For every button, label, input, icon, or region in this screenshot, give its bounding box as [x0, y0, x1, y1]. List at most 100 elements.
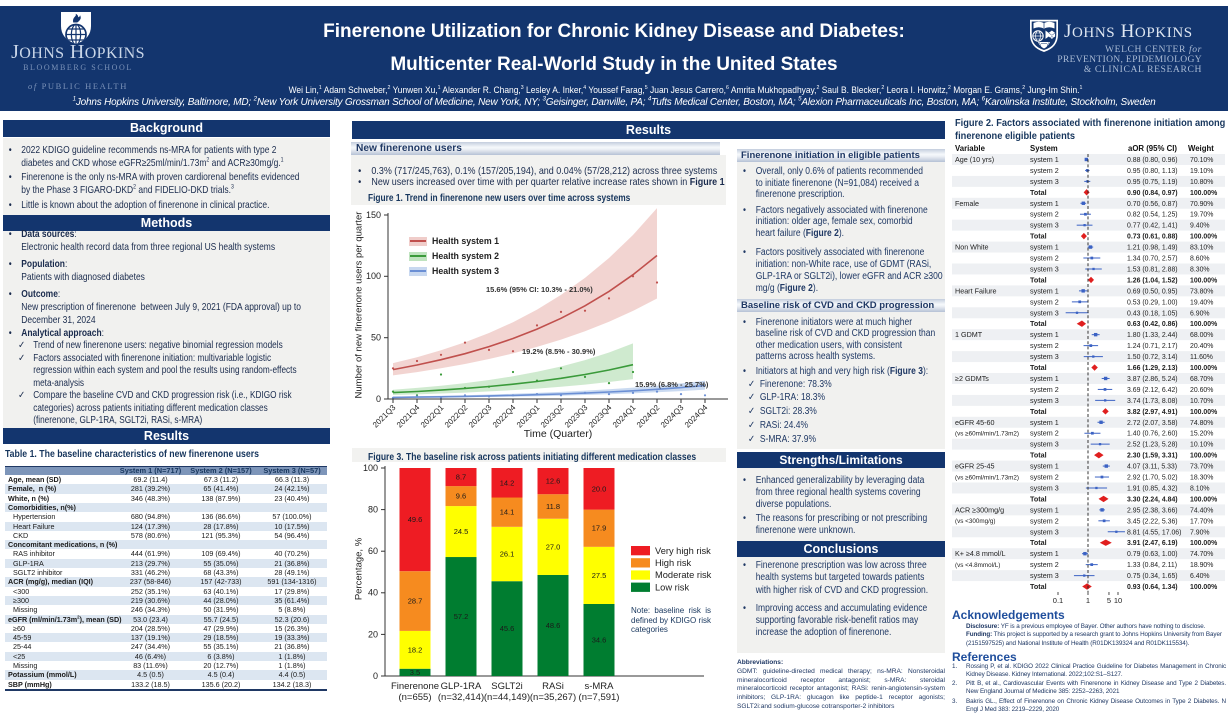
svg-text:Female: Female [955, 199, 979, 208]
svg-text:Non White: Non White [955, 243, 989, 252]
svg-text:(n=32,414): (n=32,414) [438, 692, 484, 703]
svg-text:system 1: system 1 [1030, 374, 1059, 383]
svg-text:2023Q4: 2023Q4 [587, 403, 614, 430]
svg-text:18.2: 18.2 [408, 645, 423, 654]
svg-text:50: 50 [371, 333, 381, 343]
svg-text:SGLT2i: SGLT2i [491, 681, 523, 692]
svg-text:system 2: system 2 [1030, 516, 1059, 525]
svg-text:19.70%: 19.70% [1190, 212, 1213, 219]
svg-text:1.24 (0.71, 2.17): 1.24 (0.71, 2.17) [1127, 343, 1178, 350]
svg-text:Total: Total [1030, 232, 1047, 241]
svg-text:2024Q3: 2024Q3 [659, 403, 686, 430]
svg-text:system 2: system 2 [1030, 385, 1059, 394]
svg-text:74.40%: 74.40% [1190, 507, 1213, 514]
svg-text:1.40 (0.76, 2.60): 1.40 (0.76, 2.60) [1127, 431, 1178, 438]
svg-text:9.6: 9.6 [456, 492, 466, 501]
svg-text:100: 100 [363, 463, 378, 473]
svg-text:Time (Quarter): Time (Quarter) [524, 428, 592, 440]
svg-text:system 2: system 2 [1030, 473, 1059, 482]
svg-text:2024Q1: 2024Q1 [611, 403, 638, 430]
svg-text:0: 0 [373, 671, 378, 681]
svg-text:5: 5 [1107, 596, 1111, 605]
svg-text:100.00%: 100.00% [1190, 190, 1217, 197]
svg-text:system 3: system 3 [1030, 264, 1059, 273]
svg-text:19.40%: 19.40% [1190, 299, 1213, 306]
svg-text:1.91 (0.85, 4.32): 1.91 (0.85, 4.32) [1127, 485, 1178, 492]
svg-text:1.53 (0.81, 2.88): 1.53 (0.81, 2.88) [1127, 266, 1178, 273]
svg-text:8.81 (4.55, 17.06): 8.81 (4.55, 17.06) [1127, 529, 1181, 536]
svg-text:GLP-1RA: GLP-1RA [441, 681, 482, 692]
svg-text:system 3: system 3 [1030, 308, 1059, 317]
svg-text:100.00%: 100.00% [1190, 365, 1217, 372]
svg-text:0.95 (0.75, 1.19): 0.95 (0.75, 1.19) [1127, 179, 1178, 186]
svg-text:3.82 (2.97, 4.91): 3.82 (2.97, 4.91) [1127, 409, 1178, 416]
svg-text:8.30%: 8.30% [1190, 266, 1210, 273]
svg-text:system 3: system 3 [1030, 483, 1059, 492]
svg-text:system 2: system 2 [1030, 210, 1059, 219]
svg-text:system 3: system 3 [1030, 221, 1059, 230]
svg-text:9.40%: 9.40% [1190, 223, 1210, 230]
svg-text:70.90%: 70.90% [1190, 201, 1213, 208]
svg-text:(n=655): (n=655) [398, 692, 431, 703]
svg-text:Total: Total [1030, 363, 1047, 372]
svg-text:Total: Total [1030, 275, 1047, 284]
svg-text:68.00%: 68.00% [1190, 332, 1213, 339]
svg-text:0.43 (0.18, 1.05): 0.43 (0.18, 1.05) [1127, 310, 1178, 317]
svg-text:(vs ≥60ml/min/1.73m2): (vs ≥60ml/min/1.73m2) [955, 474, 1019, 481]
svg-text:74.80%: 74.80% [1190, 420, 1213, 427]
svg-text:Heart Failure: Heart Failure [955, 286, 997, 295]
svg-text:0.53 (0.29, 1.00): 0.53 (0.29, 1.00) [1127, 299, 1178, 306]
svg-text:Low risk: Low risk [655, 582, 689, 592]
svg-text:Total: Total [1030, 407, 1047, 416]
svg-text:57.2: 57.2 [454, 612, 469, 621]
svg-text:26.1: 26.1 [500, 550, 515, 559]
svg-text:100.00%: 100.00% [1190, 321, 1217, 328]
svg-text:0.79 (0.63, 1.00): 0.79 (0.63, 1.00) [1127, 551, 1178, 558]
svg-text:Total: Total [1030, 538, 1047, 547]
svg-text:15.9% (6.8% - 25.7%): 15.9% (6.8% - 25.7%) [635, 380, 709, 389]
svg-text:3.91 (2.47, 6.19): 3.91 (2.47, 6.19) [1127, 540, 1178, 547]
svg-text:s-MRA: s-MRA [584, 681, 614, 692]
svg-text:2023Q1: 2023Q1 [515, 403, 542, 430]
svg-text:80: 80 [368, 504, 378, 514]
svg-text:45.6: 45.6 [500, 624, 515, 633]
svg-text:2.72 (2.07, 3.58): 2.72 (2.07, 3.58) [1127, 420, 1178, 427]
svg-text:Moderate risk: Moderate risk [655, 570, 712, 580]
svg-text:1.33 (0.84, 2.11): 1.33 (0.84, 2.11) [1127, 562, 1177, 569]
svg-text:2024Q2: 2024Q2 [635, 403, 662, 430]
svg-text:1.26 (1.04, 1.52): 1.26 (1.04, 1.52) [1127, 277, 1178, 284]
svg-text:system 3: system 3 [1030, 440, 1059, 449]
svg-text:Health system 3: Health system 3 [432, 266, 499, 276]
svg-text:(n=44,149): (n=44,149) [484, 692, 530, 703]
svg-text:High risk: High risk [655, 558, 692, 568]
svg-text:20: 20 [368, 629, 378, 639]
svg-text:Finerenone: Finerenone [391, 681, 439, 692]
svg-text:1.34 (0.70, 2.57): 1.34 (0.70, 2.57) [1127, 256, 1178, 263]
svg-text:8.7: 8.7 [456, 473, 466, 482]
svg-text:10: 10 [1114, 596, 1122, 605]
svg-text:83.10%: 83.10% [1190, 245, 1213, 252]
svg-text:34.6: 34.6 [592, 636, 607, 645]
svg-text:Total: Total [1030, 451, 1047, 460]
svg-text:15.6% (95% CI: 10.3% - 21.0%): 15.6% (95% CI: 10.3% - 21.0%) [486, 285, 593, 294]
svg-text:100.00%: 100.00% [1190, 453, 1217, 460]
svg-text:Age (10 yrs): Age (10 yrs) [955, 155, 994, 164]
svg-text:8.10%: 8.10% [1190, 485, 1210, 492]
svg-text:68.70%: 68.70% [1190, 376, 1213, 383]
svg-text:0.75 (0.34, 1.65): 0.75 (0.34, 1.65) [1127, 573, 1178, 580]
svg-text:system 2: system 2 [1030, 560, 1059, 569]
svg-text:2.92 (1.70, 5.02): 2.92 (1.70, 5.02) [1127, 475, 1178, 482]
svg-text:2.52 (1.23, 5.28): 2.52 (1.23, 5.28) [1127, 442, 1178, 449]
svg-text:3.45 (2.22, 5.36): 3.45 (2.22, 5.36) [1127, 518, 1178, 525]
svg-text:11.60%: 11.60% [1190, 354, 1213, 361]
svg-text:100.00%: 100.00% [1190, 540, 1217, 547]
svg-text:system 1: system 1 [1030, 243, 1059, 252]
svg-text:system 1: system 1 [1030, 155, 1059, 164]
svg-text:100.00%: 100.00% [1190, 496, 1217, 503]
svg-text:(vs <4.8mmol/L): (vs <4.8mmol/L) [955, 562, 1000, 569]
svg-text:3.5: 3.5 [410, 668, 420, 677]
svg-text:≥2 GDMTs: ≥2 GDMTs [955, 374, 989, 383]
svg-text:Total: Total [1030, 188, 1047, 197]
svg-text:ACR ≥300mg/g: ACR ≥300mg/g [955, 505, 1004, 514]
svg-text:system 2: system 2 [1030, 341, 1059, 350]
